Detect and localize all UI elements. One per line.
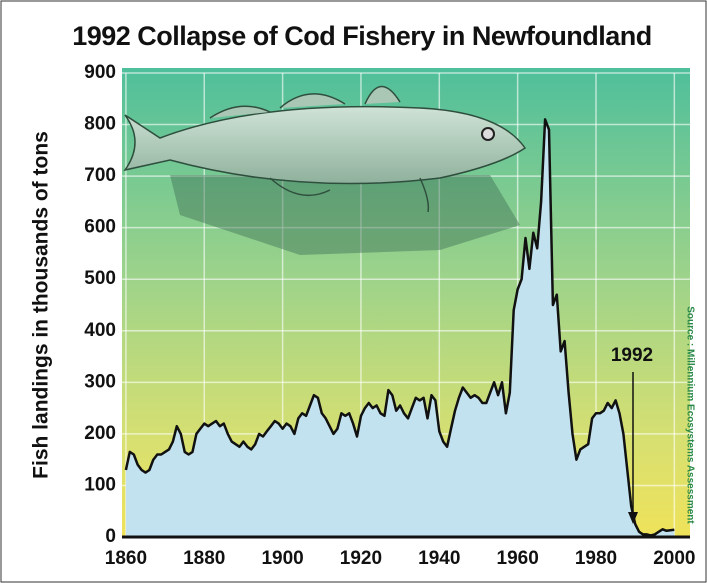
annotation: 1992 [611,345,653,366]
x-tick-label: 1980 [575,548,617,569]
chart-title: 1992 Collapse of Cod Fishery in Newfound… [72,21,652,51]
x-tick-label: 1920 [340,548,382,569]
y-tick-label: 900 [84,62,116,83]
source-note: Source : Millennium Ecosystems Assessmen… [684,306,695,524]
x-tick-label: 1900 [261,548,303,569]
x-tick-label: 2000 [653,548,695,569]
x-tick-label: 1940 [418,548,460,569]
y-tick-label: 0 [105,526,116,547]
y-axis-label: Fish landings in thousands of tons [30,131,53,479]
y-tick-label: 200 [84,423,116,444]
y-tick-label: 400 [84,320,116,341]
x-tick-label: 1960 [497,548,539,569]
x-tick-label: 1860 [105,548,147,569]
y-tick-label: 500 [84,268,116,289]
y-tick-label: 100 [84,474,116,495]
x-tick-label: 1880 [183,548,225,569]
y-tick-label: 700 [84,165,116,186]
y-tick-label: 300 [84,371,116,392]
y-tick-label: 800 [84,114,116,135]
chart: 1992 Collapse of Cod Fishery in Newfound… [0,0,707,583]
y-tick-label: 600 [84,217,116,238]
